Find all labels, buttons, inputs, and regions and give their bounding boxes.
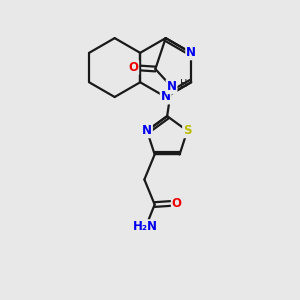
Text: N: N	[186, 46, 196, 59]
Text: O: O	[172, 196, 182, 210]
Text: S: S	[183, 124, 192, 137]
Text: N: N	[142, 124, 152, 137]
Text: H: H	[180, 79, 187, 89]
Text: H₂N: H₂N	[133, 220, 158, 233]
Text: O: O	[128, 61, 138, 74]
Text: N: N	[161, 91, 171, 103]
Text: N: N	[167, 80, 177, 93]
